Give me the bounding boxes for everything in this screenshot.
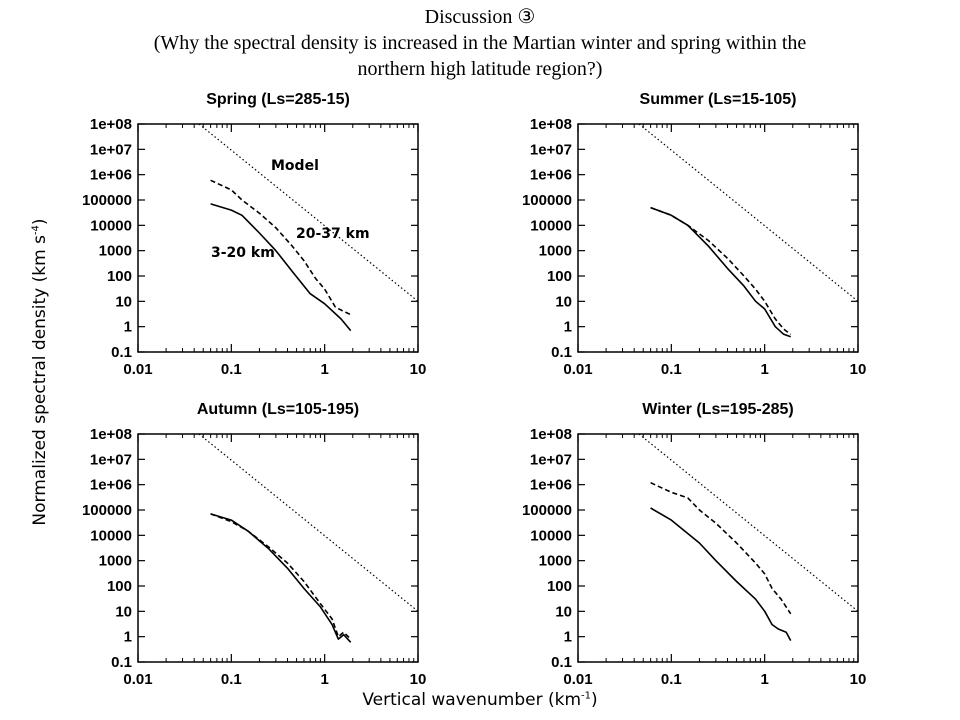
y-tick-label: 1000	[99, 553, 132, 570]
y-tick-label: 100	[107, 578, 132, 595]
x-tick-label: 0.1	[661, 361, 682, 378]
y-tick-label: 0.1	[551, 344, 572, 361]
series-line-3-20km	[650, 507, 792, 641]
x-axis-label: Vertical wavenumber (km-1)	[362, 690, 598, 710]
y-tick-label: 1e+06	[530, 477, 572, 494]
y-tick-label: 0.1	[551, 654, 572, 671]
y-tick-label: 10	[555, 293, 572, 310]
x-tick-label: 0.1	[661, 671, 682, 688]
y-tick-label: 1e+08	[90, 426, 132, 443]
y-tick-label: 1e+08	[530, 116, 572, 133]
y-tick-label: 10000	[90, 217, 132, 234]
x-tick-label: 10	[410, 671, 427, 688]
y-tick-label: 100	[547, 268, 572, 285]
series-line-3-20km	[650, 206, 791, 338]
y-tick-label: 1e+07	[530, 141, 572, 158]
y-tick-label: 1e+07	[530, 451, 572, 468]
annotation-label: 20-37 km	[296, 226, 370, 242]
series-line-model	[638, 434, 858, 612]
series-line-20-37km	[210, 513, 352, 640]
y-tick-label: 1e+08	[530, 426, 572, 443]
slide-title-line-2: (Why the spectral density is increased i…	[153, 32, 807, 54]
x-tick-label: 0.1	[221, 671, 242, 688]
y-tick-label: 1	[564, 629, 572, 646]
y-tick-label: 1e+07	[90, 451, 132, 468]
chart-title: Winter (Ls=195-285)	[642, 401, 793, 418]
plot-frame	[137, 433, 419, 663]
y-tick-label: 0.1	[111, 654, 132, 671]
x-tick-label: 0.1	[221, 361, 242, 378]
series-line-3-20km	[210, 513, 352, 643]
series-line-20-37km	[650, 481, 792, 615]
x-tick-label: 1	[760, 361, 768, 378]
x-tick-label: 0.01	[563, 361, 592, 378]
y-tick-label: 1e+06	[90, 477, 132, 494]
plot-frame	[577, 433, 859, 663]
series-line-model	[198, 124, 418, 302]
y-tick-label: 10000	[530, 217, 572, 234]
annotation-label: Model	[271, 158, 319, 174]
y-tick-label: 100000	[82, 192, 132, 209]
y-tick-label: 1e+07	[90, 141, 132, 158]
x-tick-label: 10	[410, 361, 427, 378]
plot-frame	[577, 123, 859, 353]
y-tick-label: 100000	[522, 192, 572, 209]
y-tick-label: 1e+08	[90, 116, 132, 133]
x-tick-label: 1	[320, 361, 328, 378]
x-tick-label: 1	[760, 671, 768, 688]
y-tick-label: 1	[124, 319, 132, 336]
y-tick-label: 1e+06	[90, 167, 132, 184]
slide-title-line-3: northern high latitude region?)	[357, 58, 603, 80]
y-tick-label: 1e+06	[530, 167, 572, 184]
y-tick-label: 10	[555, 603, 572, 620]
chart-panel-2: Summer (Ls=15-105) 0.1 1 10 100 1000 10000 1000…	[522, 91, 866, 378]
y-tick-label: 100000	[82, 502, 132, 519]
y-tick-label: 100000	[522, 502, 572, 519]
slide-title-line-1: Discussion ③	[424, 6, 536, 28]
y-tick-label: 1000	[99, 243, 132, 260]
y-tick-label: 1000	[539, 553, 572, 570]
slide-title: Discussion ③ (Why the spectral density i…	[0, 4, 960, 82]
series-line-3-20km	[210, 203, 352, 332]
x-tick-label: 10	[850, 671, 867, 688]
series-line-20-37km	[650, 206, 792, 335]
y-tick-label: 0.1	[111, 344, 132, 361]
y-tick-label: 10	[115, 293, 132, 310]
chart-panel-1: Spring (Ls=285-15) 0.1 1 10 100 1000 10000 1000…	[82, 91, 426, 378]
chart-title: Autumn (Ls=105-195)	[197, 401, 359, 418]
chart-title: Spring (Ls=285-15)	[206, 91, 350, 108]
series-line-model	[638, 124, 858, 302]
x-tick-label: 10	[850, 361, 867, 378]
x-tick-label: 0.01	[123, 361, 152, 378]
series-line-model	[198, 434, 418, 612]
chart-panel-3: Autumn (Ls=105-195)0.1110100100010000100…	[82, 401, 426, 688]
y-axis-label: Normalized spectral density (km s-4)	[30, 218, 50, 526]
x-tick-label: 1	[320, 671, 328, 688]
chart-panel-4: Winter (Ls=195-285)0.1110100100010000100…	[522, 401, 866, 688]
y-tick-label: 1	[564, 319, 572, 336]
y-tick-label: 10000	[530, 527, 572, 544]
y-tick-label: 100	[547, 578, 572, 595]
x-tick-label: 0.01	[123, 671, 152, 688]
plot-frame	[137, 123, 419, 353]
y-tick-label: 100	[107, 268, 132, 285]
x-tick-label: 0.01	[563, 671, 592, 688]
chart-title: Summer (Ls=15-105)	[640, 91, 797, 108]
y-tick-label: 10	[115, 603, 132, 620]
annotation-label: 3-20 km	[211, 245, 275, 261]
y-tick-label: 1	[124, 629, 132, 646]
y-tick-label: 10000	[90, 527, 132, 544]
series-line-20-37km	[210, 179, 352, 316]
y-tick-label: 1000	[539, 243, 572, 260]
